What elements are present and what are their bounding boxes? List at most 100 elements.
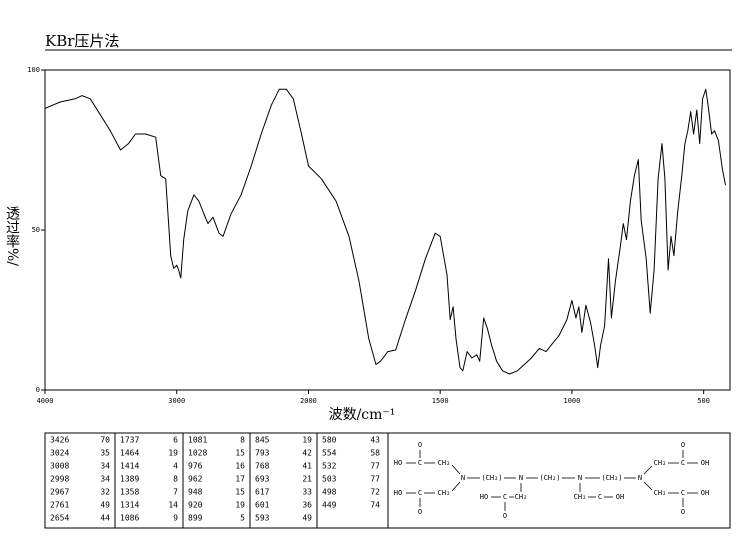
transmittance-cell: 44 xyxy=(100,514,110,523)
bond xyxy=(451,481,461,492)
wavenumber-cell: 2998 xyxy=(50,475,69,484)
transmittance-cell: 16 xyxy=(235,462,245,471)
wavenumber-cell: 962 xyxy=(188,475,203,484)
transmittance-cell: 49 xyxy=(302,514,312,523)
atom-label: CH₂ xyxy=(438,459,451,467)
atom-label: CH₂ xyxy=(438,489,451,497)
wavenumber-cell: 845 xyxy=(255,436,270,445)
atom-label: (CH₂) xyxy=(481,474,502,482)
wavenumber-cell: 617 xyxy=(255,488,270,497)
transmittance-cell: 34 xyxy=(100,462,110,471)
wavenumber-cell: 1358 xyxy=(120,488,139,497)
transmittance-cell: 77 xyxy=(370,462,380,471)
x-axis-label: 波数/cm⁻¹ xyxy=(329,407,396,423)
wavenumber-cell: 1414 xyxy=(120,462,139,471)
atom-label: C xyxy=(681,489,685,497)
transmittance-cell: 19 xyxy=(302,436,312,445)
transmittance-cell: 4 xyxy=(173,462,178,471)
transmittance-cell: 17 xyxy=(235,475,245,484)
wavenumber-cell: 3426 xyxy=(50,436,69,445)
atom-label: O xyxy=(418,441,422,449)
wavenumber-cell: 449 xyxy=(322,501,337,510)
transmittance-cell: 19 xyxy=(168,449,178,458)
x-tick-label: 1000 xyxy=(563,397,580,405)
atom-label: O xyxy=(681,508,685,516)
transmittance-cell: 8 xyxy=(173,475,178,484)
wavenumber-cell: 693 xyxy=(255,475,270,484)
atom-label: (CH₂) xyxy=(539,474,560,482)
x-tick-label: 3000 xyxy=(168,397,185,405)
transmittance-cell: 41 xyxy=(302,462,312,471)
atom-label: HO xyxy=(394,489,402,497)
wavenumber-cell: 1028 xyxy=(188,449,207,458)
wavenumber-cell: 580 xyxy=(322,436,337,445)
transmittance-cell: 34 xyxy=(100,475,110,484)
transmittance-cell: 70 xyxy=(100,436,110,445)
atom-label: C xyxy=(418,459,422,467)
wavenumber-cell: 3024 xyxy=(50,449,69,458)
atom-label: C xyxy=(598,493,602,501)
wavenumber-cell: 503 xyxy=(322,475,337,484)
wavenumber-cell: 1464 xyxy=(120,449,139,458)
atom-label: N xyxy=(519,474,523,482)
x-tick-label: 1500 xyxy=(432,397,449,405)
transmittance-cell: 49 xyxy=(100,501,110,510)
wavenumber-cell: 920 xyxy=(188,501,203,510)
transmittance-cell: 8 xyxy=(240,436,245,445)
atom-label: C xyxy=(681,459,685,467)
atom-label: CH₂ xyxy=(515,493,528,501)
transmittance-cell: 15 xyxy=(235,449,245,458)
transmittance-cell: 21 xyxy=(302,475,312,484)
transmittance-cell: 36 xyxy=(302,501,312,510)
title: KBr压片法 xyxy=(45,32,119,50)
wavenumber-cell: 1737 xyxy=(120,436,139,445)
wavenumber-cell: 976 xyxy=(188,462,203,471)
x-tick-label: 500 xyxy=(697,397,710,405)
transmittance-cell: 77 xyxy=(370,475,380,484)
wavenumber-cell: 2654 xyxy=(50,514,69,523)
transmittance-cell: 5 xyxy=(240,514,245,523)
atom-label: HO xyxy=(480,493,488,501)
transmittance-cell: 7 xyxy=(173,488,178,497)
chemical-structure: O HO C CH₂ N HO C CH₂ O (CH₂) N CH₂ HO C… xyxy=(394,441,709,520)
atom-label: OH xyxy=(616,493,624,501)
y-axis-label: 透过率%/ xyxy=(4,206,20,266)
atom-label: CH₂ xyxy=(654,489,667,497)
wavenumber-cell: 593 xyxy=(255,514,270,523)
bond xyxy=(451,464,461,475)
wavenumber-cell: 601 xyxy=(255,501,270,510)
wavenumber-cell: 1086 xyxy=(120,514,139,523)
atom-label: N xyxy=(638,474,642,482)
wavenumber-cell: 899 xyxy=(188,514,203,523)
atom-label: C xyxy=(503,493,507,501)
y-tick-label: 0 xyxy=(36,386,40,394)
transmittance-cell: 43 xyxy=(370,436,380,445)
transmittance-cell: 58 xyxy=(370,449,380,458)
transmittance-cell: 19 xyxy=(235,501,245,510)
wavenumber-cell: 2967 xyxy=(50,488,69,497)
atom-label: CH₂ xyxy=(574,493,587,501)
atom-label: HO xyxy=(394,459,402,467)
transmittance-cell: 33 xyxy=(302,488,312,497)
transmittance-cell: 32 xyxy=(100,488,110,497)
wavenumber-cell: 1389 xyxy=(120,475,139,484)
atom-label: (CH₂) xyxy=(601,474,622,482)
transmittance-cell: 6 xyxy=(173,436,178,445)
atom-label: O xyxy=(418,508,422,516)
atom-label: OH xyxy=(701,489,709,497)
x-tick-label: 4000 xyxy=(37,397,54,405)
atom-label: N xyxy=(461,474,465,482)
wavenumber-cell: 3008 xyxy=(50,462,69,471)
atom-label: CH₂ xyxy=(654,459,667,467)
spectrum-line xyxy=(44,88,726,375)
transmittance-cell: 74 xyxy=(370,501,380,510)
transmittance-cell: 15 xyxy=(235,488,245,497)
bond xyxy=(643,465,653,475)
atom-label: O xyxy=(681,441,685,449)
transmittance-cell: 72 xyxy=(370,488,380,497)
y-tick-label: 50 xyxy=(32,226,40,234)
transmittance-cell: 14 xyxy=(168,501,178,510)
